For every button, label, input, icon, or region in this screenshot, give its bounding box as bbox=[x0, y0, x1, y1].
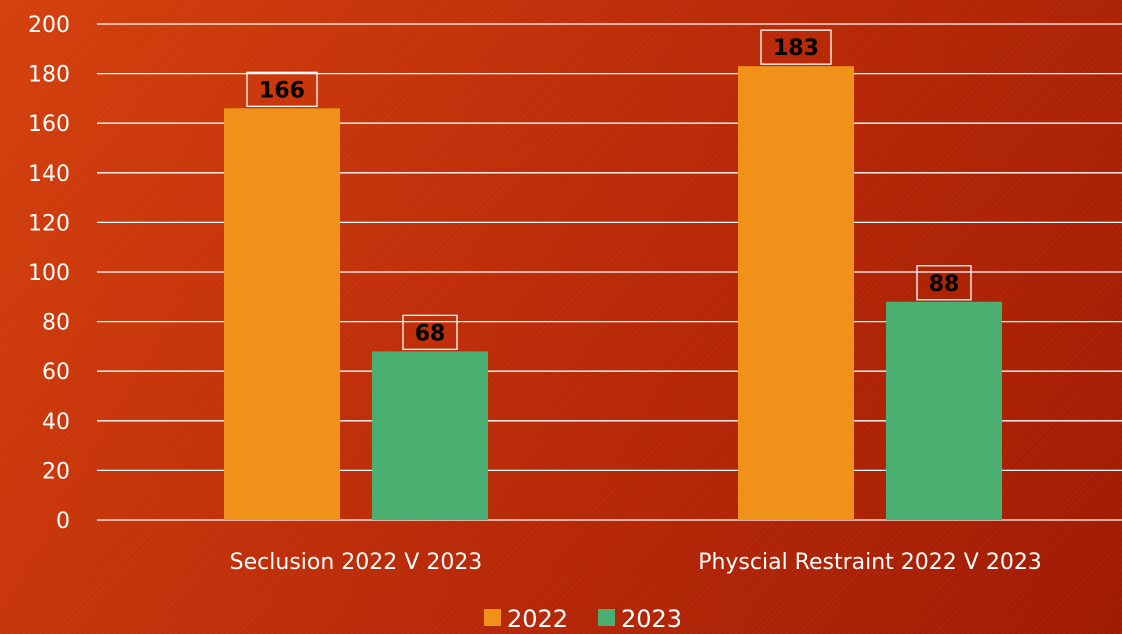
legend: 2022 2023 bbox=[484, 605, 682, 633]
y-tick-label: 60 bbox=[42, 360, 70, 385]
legend-swatch bbox=[484, 609, 501, 626]
y-tick-label: 100 bbox=[28, 261, 70, 286]
data-label: 68 bbox=[415, 321, 446, 346]
bar bbox=[738, 66, 854, 520]
data-labels: 166 68 183 88 bbox=[246, 29, 972, 351]
category-labels: Seclusion 2022 V 2023 Physcial Restraint … bbox=[230, 550, 1042, 575]
bar bbox=[224, 108, 340, 520]
y-tick-label: 40 bbox=[42, 410, 70, 435]
data-label-box bbox=[916, 265, 972, 301]
y-tick-label: 200 bbox=[28, 13, 70, 38]
y-tick-label: 120 bbox=[28, 211, 70, 236]
data-label-box bbox=[246, 71, 318, 107]
y-tick-label: 20 bbox=[42, 459, 70, 484]
category-label: Physcial Restraint 2022 V 2023 bbox=[698, 550, 1042, 575]
y-tick-label: 0 bbox=[56, 509, 70, 534]
data-label: 88 bbox=[929, 272, 960, 297]
y-tick-label: 140 bbox=[28, 162, 70, 187]
bar bbox=[372, 351, 488, 520]
data-label-box bbox=[402, 314, 458, 351]
y-axis-ticks: 0 20 40 60 80 100 120 140 160 180 200 bbox=[28, 13, 70, 534]
legend-label: 2022 bbox=[507, 605, 568, 633]
bars bbox=[224, 66, 1002, 520]
data-label: 183 bbox=[773, 36, 819, 61]
data-label-box bbox=[760, 29, 832, 65]
legend-label: 2023 bbox=[621, 605, 682, 633]
legend-swatch bbox=[598, 609, 615, 626]
bar bbox=[886, 301, 1002, 520]
data-label: 166 bbox=[259, 78, 305, 103]
y-tick-label: 160 bbox=[28, 112, 70, 137]
y-tick-label: 180 bbox=[28, 63, 70, 88]
y-tick-label: 80 bbox=[42, 311, 70, 336]
category-label: Seclusion 2022 V 2023 bbox=[230, 550, 483, 575]
